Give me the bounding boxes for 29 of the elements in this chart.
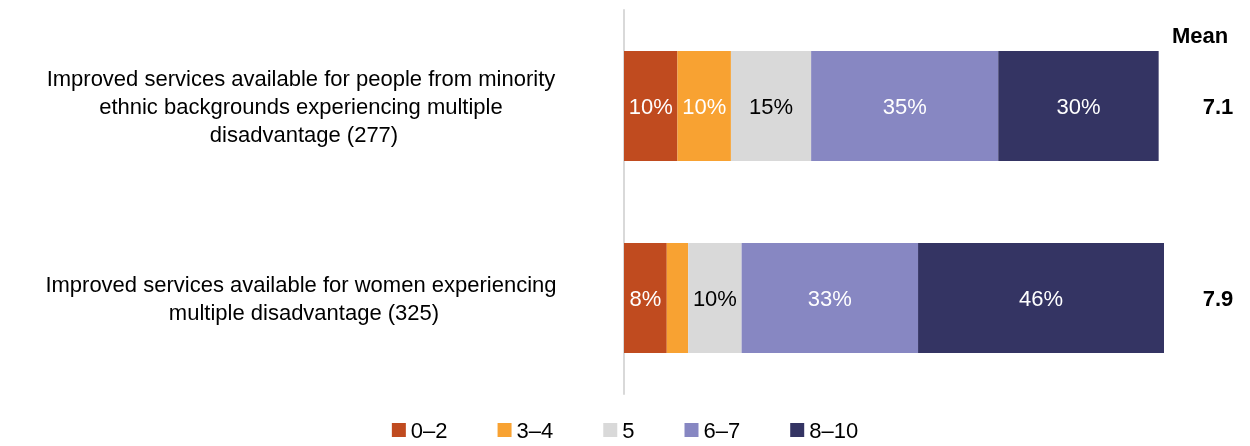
bar [624,51,678,161]
bar [624,243,667,353]
text: 7.1 [1202,93,1234,119]
data-label: 33% [807,285,852,311]
text: 7.9 [1202,285,1234,311]
bar [730,51,812,161]
bar [741,243,919,353]
legend-label: 3–4 [516,417,554,443]
data-label: 35% [882,93,927,119]
y-tick-label: Improved services available for women experiencing multiple disadvantage (325) [45,271,563,325]
bar [688,243,742,353]
y-tick-label: Improved services available for people from minority ethnic backgrounds experiencing multiple disadvantage (277) [46,65,562,147]
legend-label: 0–2 [410,417,448,443]
legend-label: 8–10 [809,417,859,443]
data-label: 8% [629,285,662,311]
bar [811,51,999,161]
bar [677,51,731,161]
bar [918,243,1164,353]
data-label: 46% [1019,285,1064,311]
data-label: 15% [749,93,794,119]
bar [998,51,1159,161]
data-label: 10% [628,93,673,119]
data-label: 10% [692,285,737,311]
legend-label: 5 [622,417,635,443]
data-label: 30% [1056,93,1101,119]
text: Mean [1172,22,1229,48]
legend-label: 6–7 [703,417,741,443]
data-label: 10% [682,93,727,119]
bar [666,243,689,353]
